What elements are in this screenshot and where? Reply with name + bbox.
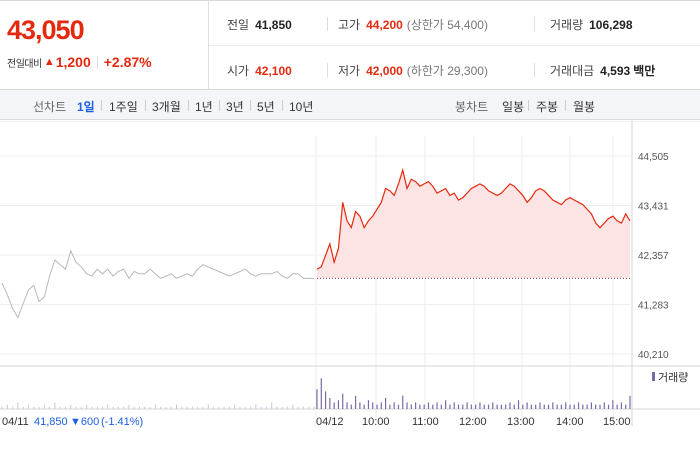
quote-header: 43,050 전일대비 ▲ 1,200 +2.87% 전일 41,850 고가 44… (0, 0, 700, 90)
volume-legend-swatch (652, 372, 655, 381)
stat-label: 거래대금 (550, 64, 595, 78)
divider (534, 17, 535, 31)
stat-label: 고가 (338, 18, 361, 32)
y-tick-label: 43,431 (638, 202, 669, 213)
prev-day-close: 41,850 (34, 416, 68, 428)
x-tick-label: 12:00 (459, 416, 487, 428)
stat-value: 42,000 (366, 64, 403, 78)
stat-label: 전일 (227, 18, 250, 32)
current-price: 43,050 (7, 15, 85, 45)
tab-weekly[interactable]: 주봉 (536, 100, 559, 114)
stat-value: 4,593 (600, 64, 631, 78)
price-box: 43,050 전일대비 ▲ 1,200 +2.87% (0, 1, 209, 90)
stat-value: 41,850 (255, 18, 292, 32)
divider (327, 17, 328, 31)
stat-prev-close: 전일 41,850 (227, 16, 292, 33)
divider (528, 100, 529, 111)
tab-3m[interactable]: 3개월 (152, 100, 181, 114)
x-tick-label: 04/12 (316, 416, 344, 428)
today-series (316, 167, 631, 279)
divider (96, 55, 98, 69)
x-tick-label: 14:00 (556, 416, 584, 428)
y-tick-label: 42,357 (638, 251, 669, 262)
stat-volume: 거래량 106,298 (550, 16, 633, 33)
tab-daily[interactable]: 일봉 (502, 100, 525, 114)
price-chart[interactable]: 44,505 43,431 42,357 41,283 40,210 거래량 04/12… (0, 121, 700, 450)
prev-day-date: 04/11 (2, 416, 29, 428)
divider (209, 45, 700, 46)
tab-10y[interactable]: 10년 (289, 100, 314, 114)
stat-low: 저가 42,000 (하한가 29,300) (338, 62, 488, 79)
y-tick-label: 44,505 (638, 152, 669, 163)
x-tick-label: 13:00 (507, 416, 535, 428)
stat-unit: 백만 (633, 64, 656, 78)
divider (101, 100, 102, 111)
stat-turnover: 거래대금 4,593 백만 (550, 62, 655, 79)
prev-day-series (1, 249, 314, 319)
divider (145, 100, 146, 111)
candle-chart-label: 봉차트 (455, 100, 489, 114)
volume-panel: 거래량 (0, 365, 700, 410)
stats-panel: 전일 41,850 고가 44,200 (상한가 54,400) 거래량 106,298… (209, 1, 700, 90)
price-change: 전일대비 ▲ 1,200 +2.87% (7, 54, 152, 70)
y-axis-ticks: 44,505 43,431 42,357 41,283 40,210 (638, 152, 669, 361)
tab-1w[interactable]: 1주일 (109, 100, 138, 114)
tab-monthly[interactable]: 월봉 (573, 100, 596, 114)
lower-limit: (하한가 29,300) (406, 64, 488, 78)
stat-value: 42,100 (255, 64, 292, 78)
divider (282, 100, 283, 111)
change-percent: +2.87% (103, 54, 152, 70)
prev-day-change: ▼600 (70, 416, 99, 428)
y-tick-label: 41,283 (638, 301, 669, 312)
stat-label: 저가 (338, 64, 361, 78)
prev-day-change-percent: (-1.41%) (101, 416, 143, 428)
divider (250, 100, 251, 111)
today-line (316, 167, 631, 270)
stat-value: 44,200 (366, 18, 403, 32)
prev-day-line (1, 249, 314, 319)
upper-limit: (상한가 54,400) (406, 18, 488, 32)
x-tick-label: 11:00 (412, 416, 439, 428)
tab-1y[interactable]: 1년 (195, 100, 213, 114)
x-axis: 04/12 10:00 11:00 12:00 13:00 14:00 15:00 04/11… (2, 416, 631, 428)
tab-3y[interactable]: 3년 (226, 100, 244, 114)
stat-label: 시가 (227, 64, 250, 78)
divider (219, 100, 220, 111)
up-triangle-icon: ▲ (43, 56, 55, 68)
divider (327, 63, 328, 77)
volume-legend-label: 거래량 (658, 371, 688, 384)
y-tick-label: 40,210 (638, 350, 669, 361)
today-area (317, 170, 630, 279)
divider (188, 100, 189, 111)
x-tick-label: 15:00 (603, 416, 631, 428)
tab-5y[interactable]: 5년 (257, 100, 275, 114)
tab-1d[interactable]: 1일 (77, 100, 95, 114)
chart-tabs: 선차트 1일 1주일 3개월 1년 3년 5년 10년 봉차트 일봉 주봉 월봉 (0, 90, 700, 120)
divider (565, 100, 566, 111)
change-amount: 1,200 (55, 54, 91, 70)
change-label: 전일대비 (7, 58, 42, 70)
line-chart-label: 선차트 (33, 100, 67, 114)
stat-high: 고가 44,200 (상한가 54,400) (338, 16, 488, 33)
stat-label: 거래량 (550, 18, 584, 32)
stat-value: 106,298 (589, 18, 633, 32)
x-tick-label: 10:00 (362, 416, 390, 428)
divider (534, 63, 535, 77)
stat-open: 시가 42,100 (227, 62, 292, 79)
